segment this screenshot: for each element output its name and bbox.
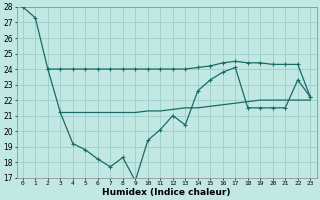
X-axis label: Humidex (Indice chaleur): Humidex (Indice chaleur) xyxy=(102,188,231,197)
